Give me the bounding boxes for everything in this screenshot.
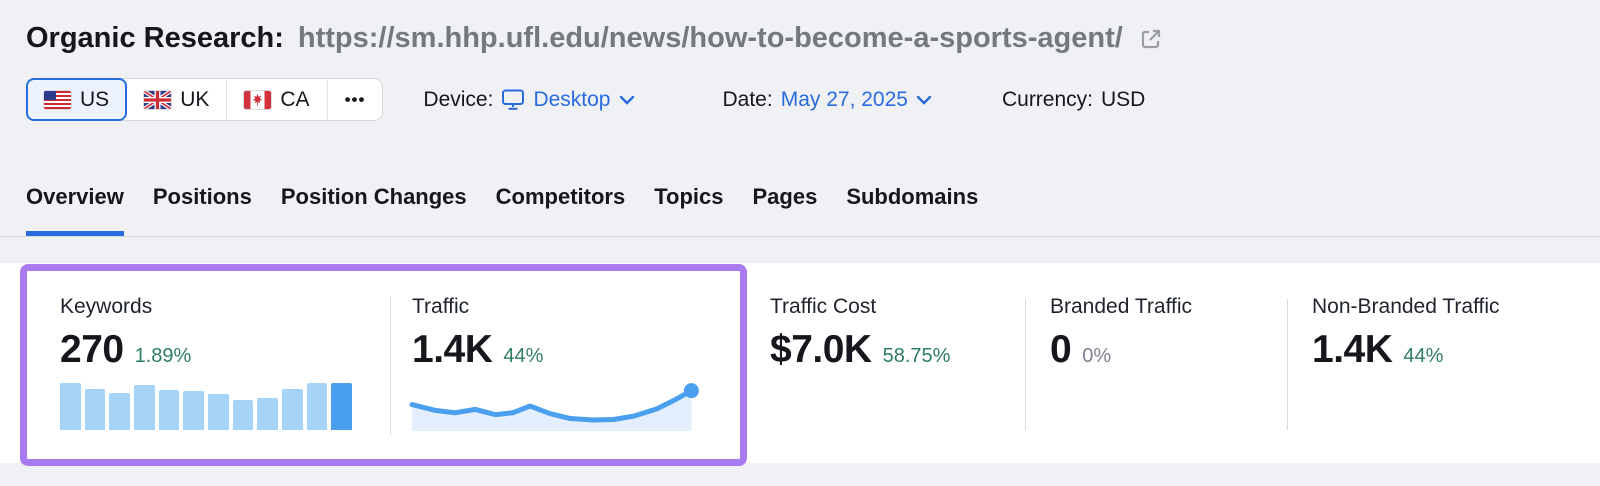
metric-change: 44%: [1403, 345, 1444, 367]
filter-bar: US UK: [26, 78, 1145, 121]
device-dropdown[interactable]: Desktop: [501, 88, 634, 112]
metric-label: Traffic: [412, 295, 470, 318]
page-title: Organic Research: https://sm.hhp.ufl.edu…: [26, 22, 1163, 55]
tab-pages[interactable]: Pages: [752, 184, 818, 209]
non-branded-traffic-card: Non-Branded Traffic 1.4K 44%: [1312, 295, 1500, 372]
uk-flag-icon: [144, 90, 172, 109]
metric-value: 0: [1050, 328, 1072, 371]
ca-flag-icon: [244, 90, 272, 109]
branded-traffic-card: Branded Traffic 0 0%: [1050, 295, 1192, 372]
metric-value: $7.0K: [770, 328, 872, 371]
card-divider: [1025, 299, 1026, 430]
external-link-icon[interactable]: [1139, 27, 1163, 51]
metric-label: Keywords: [60, 295, 153, 318]
device-dropdown-value: Desktop: [533, 87, 611, 111]
bar: [158, 390, 180, 430]
metric-change: 0%: [1082, 345, 1112, 367]
metric-value: 1.4K: [412, 328, 493, 371]
metric-label: Branded Traffic: [1050, 295, 1193, 318]
metric-value: 1.4K: [1312, 328, 1393, 371]
country-tab-us[interactable]: US: [26, 78, 128, 121]
device-filter-label: Device:: [423, 87, 494, 111]
report-tabs: Overview Positions Position Changes Comp…: [26, 184, 978, 236]
country-tab-uk[interactable]: UK: [127, 79, 226, 120]
chevron-down-icon: [916, 95, 932, 105]
tab-topics[interactable]: Topics: [654, 184, 724, 209]
more-countries-label: •••: [344, 89, 366, 109]
country-label: CA: [280, 87, 310, 111]
country-label: UK: [180, 87, 210, 111]
traffic-line-chart: [409, 383, 699, 431]
date-dropdown[interactable]: May 27, 2025: [781, 88, 932, 112]
bar: [331, 383, 353, 430]
tab-subdomains[interactable]: Subdomains: [846, 184, 979, 209]
bar: [306, 383, 328, 430]
bar: [109, 392, 131, 430]
traffic-card: Traffic 1.4K 44%: [409, 295, 712, 431]
date-dropdown-value: May 27, 2025: [780, 87, 908, 111]
analyzed-url: https://sm.hhp.ufl.edu/news/how-to-becom…: [297, 22, 1123, 54]
bar: [208, 393, 229, 430]
metric-label: Traffic Cost: [770, 295, 877, 318]
bar: [84, 389, 106, 430]
chevron-down-icon: [619, 95, 635, 105]
us-flag-icon: [44, 90, 71, 109]
tab-overview[interactable]: Overview: [26, 184, 124, 236]
country-selector: US UK: [26, 78, 384, 121]
metric-change: 58.75%: [882, 345, 951, 367]
card-divider: [1287, 299, 1288, 430]
bar: [282, 388, 303, 430]
currency-display: Currency: USD: [1002, 88, 1145, 112]
traffic-cost-card: Traffic Cost $7.0K 58.75%: [770, 295, 950, 372]
bar: [232, 400, 254, 430]
line-end-dot: [683, 383, 699, 399]
keywords-card: Keywords 270 1.89%: [60, 295, 360, 430]
tabs-divider: [0, 236, 1600, 237]
keywords-bar-chart: [60, 383, 353, 430]
currency-value: USD: [1101, 87, 1146, 111]
country-tab-ca[interactable]: CA: [226, 79, 326, 120]
metric-label: Non-Branded Traffic: [1312, 295, 1500, 318]
date-filter-label: Date:: [722, 87, 773, 111]
currency-label: Currency:: [1001, 87, 1093, 111]
bar: [60, 383, 81, 430]
date-filter: Date: May 27, 2025: [723, 88, 932, 112]
more-countries-button[interactable]: •••: [326, 79, 383, 120]
device-filter: Device: Desktop: [423, 88, 634, 112]
metric-change: 1.89%: [134, 345, 192, 367]
country-label: US: [80, 87, 110, 111]
bar: [183, 391, 205, 430]
page-title-label: Organic Research:: [26, 22, 284, 54]
metrics-summary: Keywords 270 1.89% Traffic 1.4K 44% Traf…: [0, 263, 1600, 466]
desktop-monitor-icon: [501, 88, 525, 111]
tab-competitors[interactable]: Competitors: [495, 184, 626, 209]
tab-positions[interactable]: Positions: [152, 184, 252, 209]
card-divider: [390, 296, 391, 435]
metric-value: 270: [60, 328, 124, 371]
bar: [257, 398, 279, 430]
tab-position-changes[interactable]: Position Changes: [280, 184, 467, 209]
bar: [134, 385, 155, 430]
metric-change: 44%: [503, 345, 544, 367]
